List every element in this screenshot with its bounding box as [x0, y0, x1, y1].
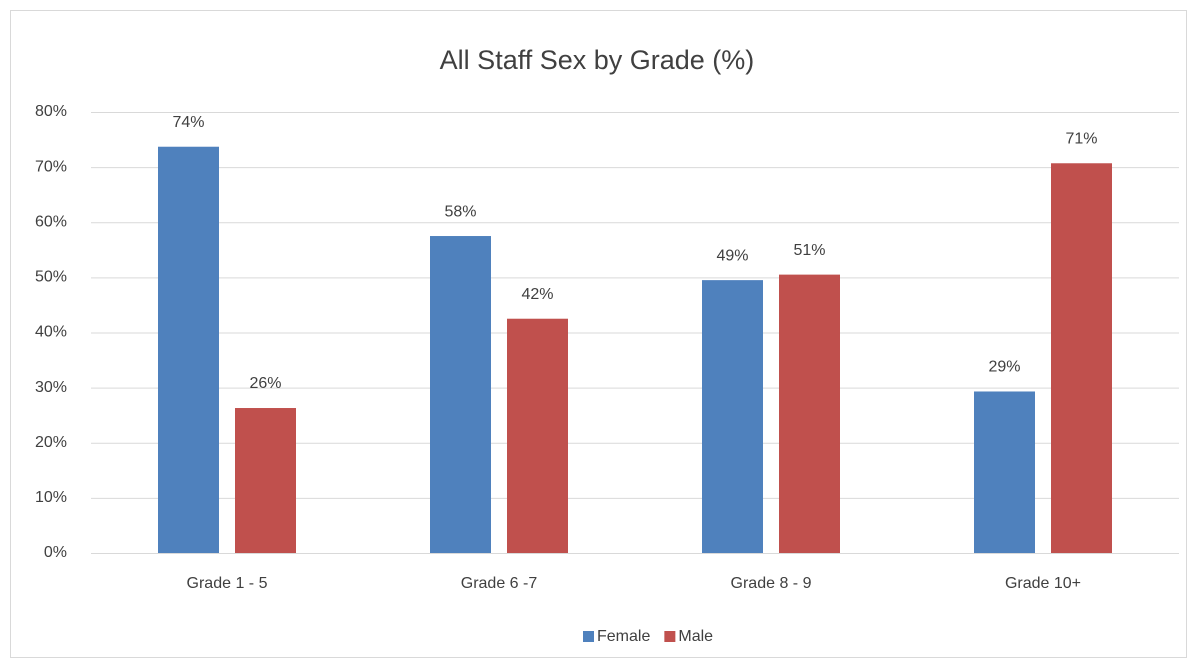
- data-label: 26%: [249, 375, 281, 392]
- x-tick-label: Grade 10+: [1005, 575, 1081, 592]
- data-label: 58%: [444, 203, 476, 220]
- bar: [235, 408, 296, 553]
- bar: [702, 280, 763, 553]
- legend-swatch: [664, 631, 676, 642]
- x-tick-label: Grade 8 - 9: [731, 575, 812, 592]
- bar: [507, 318, 568, 553]
- x-tick-label: Grade 6 -7: [461, 575, 538, 592]
- x-tick-label: Grade 1 - 5: [187, 575, 268, 592]
- bar: [779, 274, 840, 553]
- y-tick-label: 20%: [35, 434, 67, 451]
- data-label: 74%: [172, 114, 204, 131]
- y-tick-label: 10%: [35, 489, 67, 506]
- y-tick-label: 60%: [35, 213, 67, 230]
- data-label: 29%: [988, 359, 1020, 376]
- y-tick-label: 30%: [35, 379, 67, 396]
- y-tick-label: 50%: [35, 269, 67, 286]
- legend-swatch: [583, 631, 594, 642]
- y-tick-label: 80%: [35, 103, 67, 120]
- data-label: 51%: [793, 242, 825, 259]
- bar: [430, 236, 491, 553]
- y-tick-label: 0%: [44, 544, 67, 561]
- chart-title: All Staff Sex by Grade (%): [440, 45, 755, 75]
- bar: [158, 146, 219, 553]
- legend-label: Male: [678, 628, 713, 645]
- bar: [1051, 163, 1112, 554]
- legend-label: Female: [597, 628, 650, 645]
- bar: [974, 391, 1035, 553]
- data-label: 71%: [1065, 130, 1097, 147]
- data-label: 49%: [716, 247, 748, 264]
- data-label: 42%: [521, 286, 553, 303]
- y-tick-label: 40%: [35, 324, 67, 341]
- y-tick-label: 70%: [35, 158, 67, 175]
